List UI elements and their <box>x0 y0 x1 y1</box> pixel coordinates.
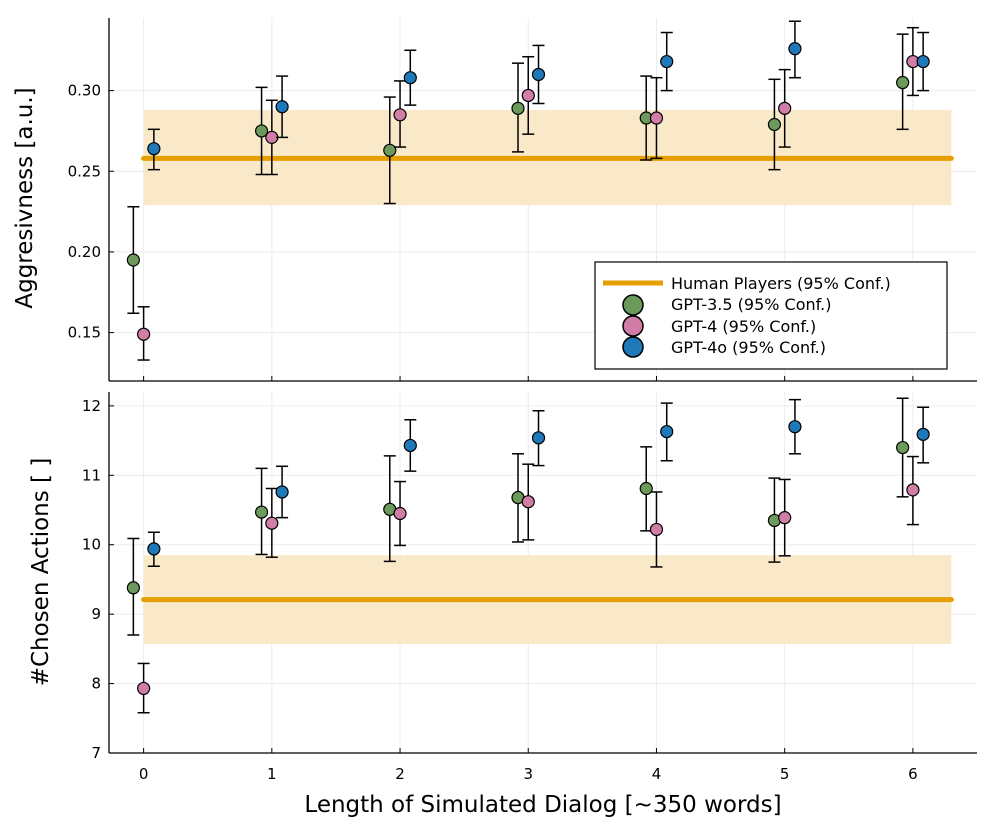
top-point-gpt35 <box>767 117 782 132</box>
bottom-y-tick-label: 9 <box>91 605 101 623</box>
bottom-point-gpt4o <box>531 431 546 445</box>
bottom-point-gpt4 <box>649 522 664 537</box>
top-panel: 0.15 0.20 0.25 0.30 <box>68 18 977 382</box>
bottom-point-gpt4o <box>788 420 802 434</box>
top-point-gpt4 <box>265 130 279 144</box>
top-y-tick-label: 0.15 <box>68 324 101 342</box>
bottom-y-tick-label: 11 <box>82 466 101 484</box>
bottom-point-gpt4 <box>906 483 920 497</box>
bottom-point-gpt4o <box>403 438 417 453</box>
bottom-y-tick-label: 7 <box>91 744 101 762</box>
top-y-tick-label: 0.20 <box>68 243 101 261</box>
top-point-gpt35 <box>383 143 397 157</box>
bottom-x-tick-label: 6 <box>908 765 918 783</box>
legend-label-human: Human Players (95% Conf.) <box>671 274 891 293</box>
bottom-point-gpt4o <box>660 424 674 439</box>
top-point-gpt4 <box>521 88 535 103</box>
top-point-gpt4o <box>403 71 417 85</box>
bottom-x-tick-label: 4 <box>652 765 662 783</box>
top-point-gpt4o <box>147 142 161 156</box>
top-point-gpt4 <box>137 327 151 341</box>
top-y-tick-label: 0.30 <box>68 82 101 100</box>
top-point-gpt4o <box>660 54 674 69</box>
bottom-point-gpt4 <box>137 681 151 696</box>
bottom-y-tick-label: 8 <box>91 675 101 693</box>
legend-label-gpt35: GPT-3.5 (95% Conf.) <box>671 295 831 314</box>
bottom-x-tick-label: 5 <box>780 765 790 783</box>
bottom-point-gpt4o <box>275 485 289 499</box>
top-point-gpt4o <box>275 100 289 114</box>
bottom-point-gpt35 <box>896 440 910 455</box>
legend-box <box>594 261 948 370</box>
bottom-x-tick-label: 3 <box>523 765 533 783</box>
bottom-point-gpt35 <box>254 505 269 519</box>
legend-label-gpt4o: GPT-4o (95% Conf.) <box>671 338 826 357</box>
legend-marker-gpt35 <box>622 294 644 316</box>
top-point-gpt4o <box>788 42 802 56</box>
top-point-gpt4 <box>649 111 664 125</box>
legend-marker-gpt4o <box>622 336 644 358</box>
top-point-gpt4o <box>531 67 546 82</box>
bottom-point-gpt4 <box>393 506 407 521</box>
top-y-axis-label: Aggresivness [a.u.] <box>12 87 38 308</box>
top-point-gpt4 <box>778 101 792 115</box>
top-point-gpt4 <box>393 108 407 122</box>
bottom-point-gpt4 <box>265 516 279 530</box>
bottom-point-gpt4o <box>916 427 930 441</box>
top-point-gpt35 <box>126 253 140 267</box>
bottom-point-gpt35 <box>126 581 140 595</box>
legend-label-gpt4: GPT-4 (95% Conf.) <box>671 317 816 336</box>
bottom-point-gpt4 <box>521 495 535 509</box>
bottom-x-tick-label: 0 <box>139 765 149 783</box>
legend: Human Players (95% Conf.) GPT-3.5 (95% C… <box>594 261 948 370</box>
bottom-x-tick-label: 1 <box>267 765 277 783</box>
bottom-point-gpt4 <box>778 511 792 525</box>
top-point-gpt35 <box>254 124 269 138</box>
top-point-gpt35 <box>511 101 525 115</box>
bottom-y-axis-label: #Chosen Actions [ ] <box>28 458 54 687</box>
bottom-point-gpt4o <box>147 542 161 556</box>
bottom-y-tick-label: 10 <box>82 536 101 554</box>
bottom-x-tick-label: 2 <box>395 765 405 783</box>
legend-marker-gpt4 <box>622 315 644 337</box>
bottom-y-tick-label: 12 <box>82 397 101 415</box>
top-point-gpt35 <box>896 75 910 90</box>
x-axis-label: Length of Simulated Dialog [~350 words] <box>304 792 781 818</box>
top-point-gpt4o <box>916 54 930 69</box>
bottom-point-gpt35 <box>639 481 653 496</box>
top-y-tick-label: 0.25 <box>68 162 101 180</box>
